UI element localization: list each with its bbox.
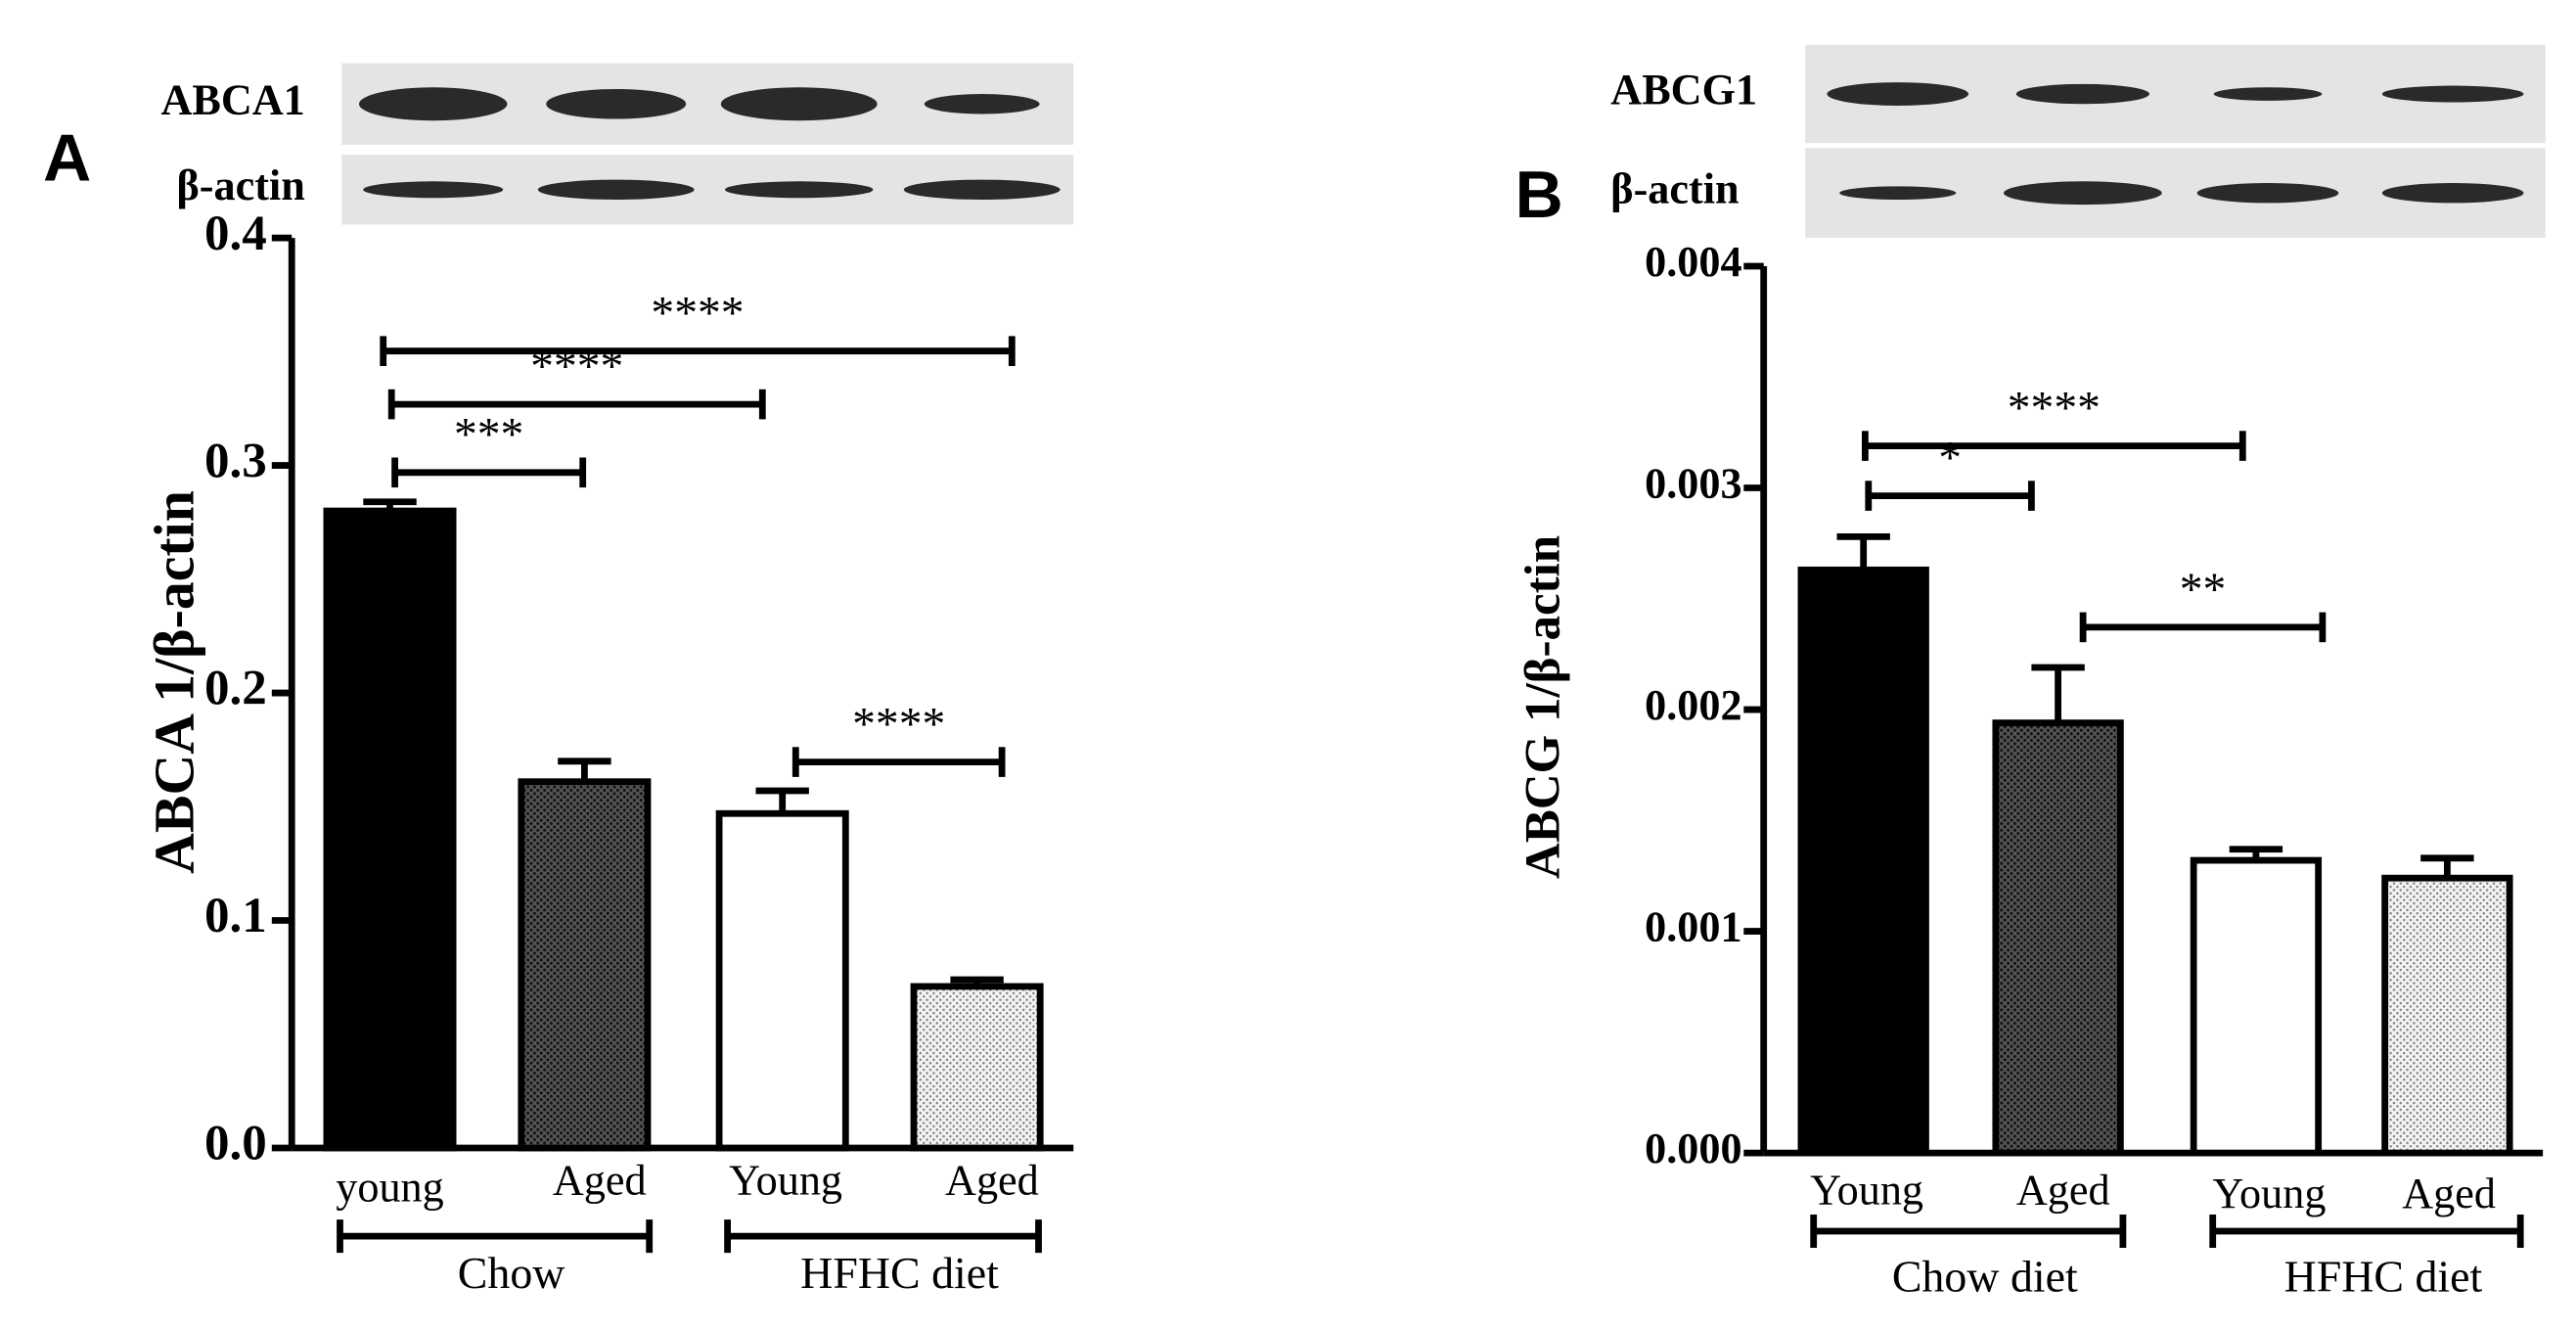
group-label: Chow diet [1892,1252,2078,1302]
y-tick-label: 0.000 [1645,1124,1741,1172]
blot-band [1827,82,1969,106]
blot-label: ABCG1 [1610,66,1757,114]
blot-band [2015,83,2149,105]
x-tick-label: Aged [945,1157,1039,1205]
y-tick-label: 0.4 [204,207,267,261]
blot-band [2381,85,2524,103]
blot-label: β-actin [177,161,305,209]
y-axis-label: ABCG 1/β-actin [1515,535,1570,879]
x-tick-label: Young [2213,1170,2327,1217]
significance-label: ** [2180,565,2227,616]
significance-label: **** [852,700,945,751]
x-tick-label: young [336,1163,443,1211]
y-tick-label: 0.1 [204,889,267,943]
blot-band [2213,87,2323,101]
blot-band [2004,181,2162,206]
y-axis-label: ABCA 1/β-actin [143,490,206,874]
panel-label: B [1515,158,1563,232]
significance-label: **** [651,289,744,340]
x-tick-label: Aged [2016,1167,2110,1215]
x-tick-label: Aged [2402,1170,2496,1217]
bar [910,983,1044,1152]
blot-label: β-actin [1610,164,1739,212]
blot-band [363,181,504,199]
bar [1992,719,2124,1157]
x-tick-label: Young [729,1157,842,1205]
blot-band [1839,186,1957,200]
y-tick-label: 0.004 [1645,238,1741,286]
y-tick-label: 0.001 [1645,903,1741,951]
panel-label: A [43,121,91,196]
x-tick-label: Aged [553,1157,647,1205]
blot-band [537,179,695,200]
bar [715,809,849,1152]
group-label: HFHC diet [2284,1252,2483,1302]
blot-band [720,87,878,121]
y-tick-label: 0.3 [204,434,267,488]
blot-band [2381,183,2524,204]
bar [1797,566,1929,1157]
y-tick-label: 0.002 [1645,681,1741,729]
blot-band [358,87,508,121]
x-tick-label: Young [1810,1167,1923,1215]
blot-band [724,181,874,199]
y-tick-label: 0.0 [204,1117,267,1171]
blot-band [2196,183,2339,204]
blot-band [903,179,1061,200]
group-label: Chow [458,1248,565,1298]
bar [518,778,652,1152]
y-tick-label: 0.2 [204,662,267,716]
blot-label: ABCA1 [160,75,304,123]
blot-band [546,88,687,119]
significance-label: **** [2008,384,2101,435]
bar [2381,874,2513,1157]
significance-label: * [1938,434,1962,484]
bar [323,507,457,1152]
y-tick-label: 0.003 [1645,460,1741,508]
blot-band [924,94,1040,115]
group-label: HFHC diet [800,1248,999,1298]
significance-label: *** [454,410,523,461]
bar [2190,856,2323,1157]
